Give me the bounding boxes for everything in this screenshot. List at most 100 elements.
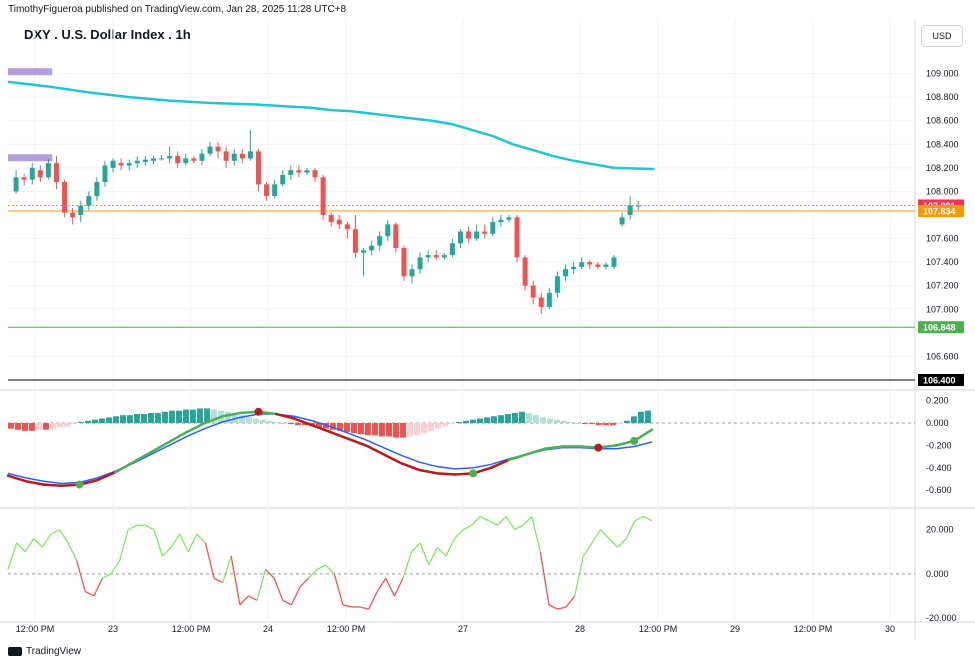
osc-line-segment [505, 516, 516, 531]
osc-line-segment [93, 577, 104, 597]
candle-body [385, 224, 391, 237]
candle-body [255, 151, 261, 185]
osc-line-segment [462, 524, 472, 531]
osc-line-segment [539, 551, 550, 605]
osc-line-segment [582, 542, 593, 557]
osc-line-segment [273, 578, 284, 601]
candle-body [320, 177, 326, 215]
footer: TradingView [8, 646, 81, 657]
osc-line-segment [50, 529, 60, 535]
candle-body [619, 217, 625, 225]
macd-line-segment [543, 445, 564, 451]
candle-body [37, 170, 43, 178]
candle-body [247, 151, 253, 159]
price-label-text: 107.834 [923, 206, 956, 216]
osc-line-segment [153, 529, 164, 557]
symbol-title[interactable]: DXY . U.S. Dollar Index . 1h [24, 27, 191, 42]
macd-line-segment [400, 462, 421, 472]
macd-histogram-bar [316, 423, 322, 428]
candle-body [142, 159, 148, 162]
candle-body [474, 231, 480, 239]
osc-line-segment [299, 577, 309, 588]
osc-line-segment [7, 542, 18, 570]
candle-body [223, 151, 229, 161]
macd-histogram-bar [512, 412, 518, 423]
osc-line-segment [445, 538, 456, 557]
time-tick-label: 12:00 PM [172, 624, 211, 634]
macd-cross-marker [75, 480, 84, 489]
macd-histogram-bar [106, 417, 112, 423]
candle-body [126, 163, 132, 166]
macd-histogram-bar [113, 416, 119, 423]
osc-line-segment [102, 573, 112, 579]
osc-line-segment [393, 577, 404, 597]
time-tick-label: 24 [263, 624, 273, 634]
price-tick-label: 108.200 [926, 163, 959, 173]
macd-histogram-bar [491, 416, 497, 423]
candle-body [530, 285, 536, 298]
macd-line-segment [96, 471, 117, 482]
osc-line-segment [24, 538, 35, 553]
candle-body [417, 257, 423, 270]
osc-line-segment [488, 520, 498, 526]
candle-body [595, 264, 601, 267]
macd-line-segment [149, 440, 171, 454]
candle-body [538, 297, 544, 307]
candle-body [296, 170, 302, 173]
osc-line-segment [333, 573, 344, 605]
osc-line-segment [565, 595, 576, 608]
candle-body [207, 146, 213, 154]
candle-body [118, 163, 124, 166]
candle-body [554, 276, 560, 293]
osc-line-segment [402, 551, 413, 579]
osc-line-segment [230, 556, 241, 605]
macd-histogram-bar [71, 423, 77, 425]
candle-body [70, 212, 76, 218]
price-tick-label: 109.000 [926, 69, 959, 79]
osc-line-segment [479, 515, 490, 522]
candle-body [425, 255, 431, 258]
candle-body [563, 269, 569, 277]
candle-body [191, 158, 197, 161]
osc-line-segment [213, 577, 223, 584]
time-tick-label: 12:00 PM [794, 624, 833, 634]
macd-histogram-bar [64, 423, 70, 427]
price-tick-label: 107.600 [926, 234, 959, 244]
osc-line-segment [617, 538, 627, 548]
time-tick-label: 30 [885, 624, 895, 634]
macd-line-segment [310, 423, 332, 434]
macd-histogram-bar [449, 423, 455, 425]
macd-line-segment [114, 460, 135, 474]
macd-histogram-bar [274, 421, 280, 423]
candle-body [490, 222, 496, 234]
currency-button[interactable]: USD [921, 25, 963, 47]
macd-histogram-bar [365, 423, 371, 436]
candle-body [312, 170, 318, 178]
macd-histogram-bar [484, 417, 490, 423]
macd-histogram-bar [421, 423, 427, 434]
candle-body [199, 153, 205, 161]
candle-body [352, 229, 358, 253]
macd-histogram-bar [183, 409, 189, 423]
osc-line-segment [385, 577, 395, 597]
macd-histogram-bar [302, 423, 308, 426]
macd-histogram-bar [148, 412, 154, 423]
moving-average-line [7, 80, 655, 171]
osc-line-segment [119, 529, 129, 561]
macd-line-segment [418, 468, 439, 475]
candle-body [522, 257, 528, 286]
macd-histogram-bar [568, 421, 574, 423]
macd-histogram-bar [358, 423, 364, 435]
macd-histogram-bar [127, 415, 133, 423]
candle-body [571, 266, 577, 270]
candle-body [393, 224, 399, 248]
macd-cross-marker [469, 469, 478, 478]
candle-body [466, 231, 472, 239]
candle-body [627, 205, 633, 215]
macd-histogram-bar [155, 412, 161, 423]
macd-histogram-bar [470, 419, 476, 423]
candle-body [21, 177, 27, 180]
osc-line-segment [110, 560, 121, 575]
candle-body [78, 205, 84, 215]
